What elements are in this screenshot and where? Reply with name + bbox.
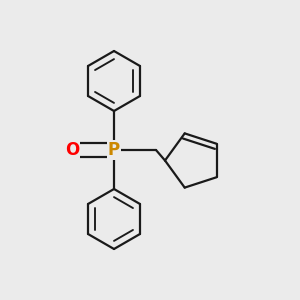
Text: P: P: [108, 141, 120, 159]
Text: O: O: [65, 141, 79, 159]
